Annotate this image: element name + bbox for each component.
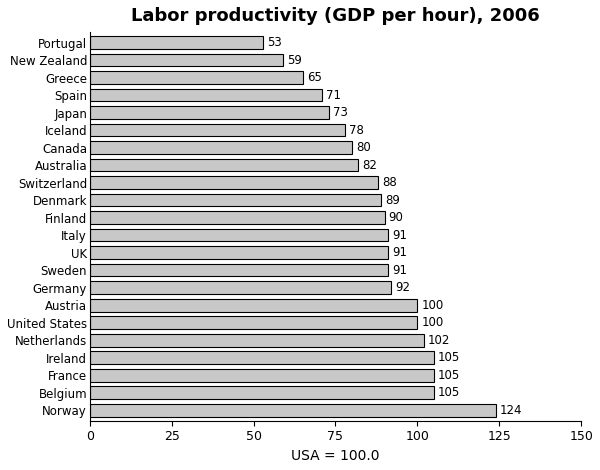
Title: Labor productivity (GDP per hour), 2006: Labor productivity (GDP per hour), 2006 [131,7,540,25]
Text: 105: 105 [437,351,460,364]
Bar [90,124,346,136]
Bar [90,404,496,416]
Bar [90,282,391,294]
Text: 73: 73 [333,106,348,119]
Text: 91: 91 [392,246,407,259]
Text: 78: 78 [349,124,364,137]
Bar [90,54,283,66]
Text: 100: 100 [421,316,443,329]
Bar [90,229,388,242]
Text: 80: 80 [356,141,371,154]
Text: 59: 59 [287,54,302,67]
Bar [90,369,434,382]
Bar [90,386,434,399]
Text: 53: 53 [268,36,282,49]
X-axis label: USA = 100.0: USA = 100.0 [291,449,380,463]
Text: 71: 71 [326,88,341,102]
Bar [90,176,378,189]
Bar [90,194,382,206]
Bar [90,36,263,49]
Bar [90,264,388,276]
Bar [90,316,418,329]
Text: 100: 100 [421,299,443,312]
Text: 92: 92 [395,281,410,294]
Bar [90,299,418,312]
Text: 124: 124 [500,404,523,417]
Text: 91: 91 [392,264,407,277]
Text: 65: 65 [307,71,322,84]
Bar [90,106,329,119]
Bar [90,71,303,84]
Text: 88: 88 [382,176,397,189]
Bar [90,246,388,259]
Text: 90: 90 [389,211,403,224]
Bar [90,212,385,224]
Text: 105: 105 [437,386,460,399]
Text: 89: 89 [385,194,400,207]
Bar [90,334,424,346]
Text: 102: 102 [428,334,450,347]
Text: 91: 91 [392,229,407,242]
Bar [90,352,434,364]
Bar [90,141,352,154]
Bar [90,159,358,172]
Text: 82: 82 [362,159,377,172]
Text: 105: 105 [437,369,460,382]
Bar [90,89,322,102]
